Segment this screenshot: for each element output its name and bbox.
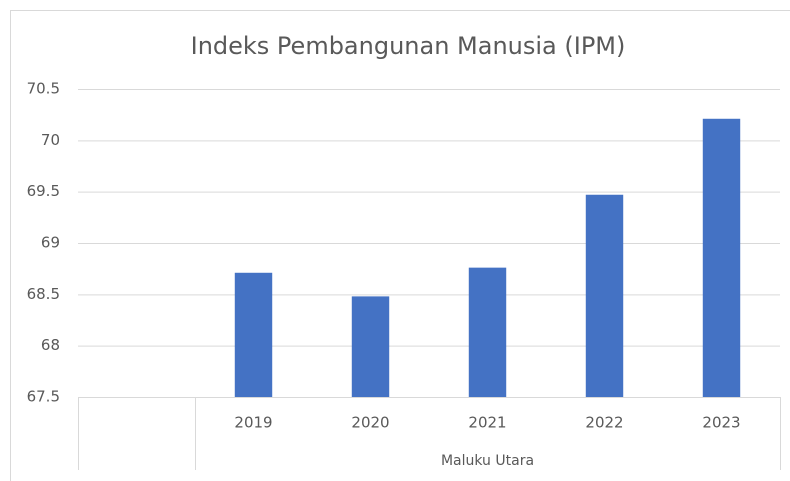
x-group-label: Maluku Utara: [441, 453, 534, 469]
bar: [468, 267, 507, 397]
x-tick-label: 2023: [702, 414, 740, 432]
bar: [585, 194, 624, 397]
bar: [351, 296, 390, 397]
y-tick-label: 68: [41, 336, 60, 354]
y-tick-label: 69: [41, 234, 60, 252]
chart-title: Indeks Pembangunan Manusia (IPM): [191, 32, 626, 60]
y-tick-label: 70: [41, 131, 60, 149]
x-tick-label: 2022: [585, 414, 623, 432]
x-tick-label: 2021: [468, 414, 506, 432]
y-tick-label: 68.5: [27, 285, 60, 303]
y-tick-label: 70.5: [27, 80, 60, 98]
bar: [234, 272, 273, 397]
x-tick-label: 2019: [234, 414, 272, 432]
x-tick-label: 2020: [351, 414, 389, 432]
chart-frame: [10, 10, 790, 481]
y-tick-label: 69.5: [27, 182, 60, 200]
y-tick-label: 67.5: [27, 388, 60, 406]
bar: [702, 118, 741, 398]
